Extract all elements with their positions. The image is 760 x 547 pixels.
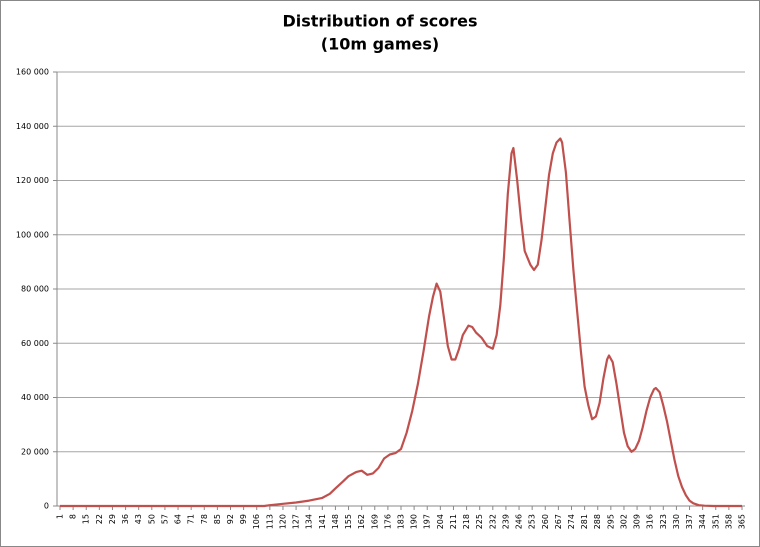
x-tick-label: 281: [580, 514, 589, 529]
x-tick-label: 113: [265, 514, 274, 529]
x-tick-label: 302: [619, 514, 628, 529]
y-tick-label: 80 000: [21, 285, 49, 294]
x-tick-label: 232: [488, 514, 497, 529]
x-tick-label: 225: [475, 514, 484, 529]
x-tick-label: 29: [108, 514, 117, 524]
x-tick-label: 141: [318, 514, 327, 529]
x-tick-label: 295: [606, 514, 615, 529]
x-tick-label: 99: [239, 514, 248, 524]
x-tick-label: 127: [292, 514, 301, 529]
x-tick-label: 218: [462, 514, 471, 529]
y-tick-label: 100 000: [16, 230, 49, 239]
x-tick-label: 204: [436, 514, 445, 529]
x-tick-label: 176: [383, 514, 392, 529]
x-tick-label: 92: [226, 514, 235, 524]
x-tick-label: 106: [252, 514, 261, 529]
x-tick-label: 71: [187, 514, 196, 524]
x-tick-label: 1: [56, 514, 65, 519]
chart-subtitle: (10m games): [321, 35, 439, 54]
x-tick-label: 197: [423, 514, 432, 529]
chart-title: Distribution of scores: [282, 12, 477, 31]
x-tick-label: 239: [501, 514, 510, 529]
x-tick-label: 8: [69, 514, 78, 519]
x-tick-label: 169: [370, 514, 379, 529]
x-tick-label: 344: [698, 514, 707, 529]
x-tick-label: 323: [659, 514, 668, 529]
x-tick-label: 57: [160, 514, 169, 524]
x-tick-label: 246: [515, 514, 524, 529]
x-tick-label: 330: [672, 514, 681, 529]
x-tick-label: 274: [567, 514, 576, 529]
y-tick-label: 40 000: [21, 393, 49, 402]
x-tick-label: 120: [278, 514, 287, 529]
x-tick-label: 22: [95, 514, 104, 524]
x-tick-label: 211: [449, 514, 458, 529]
series-line: [60, 137, 742, 508]
x-tick-label: 43: [134, 514, 143, 524]
x-tick-label: 78: [200, 514, 209, 524]
x-tick-label: 64: [174, 514, 183, 524]
x-tick-label: 351: [711, 514, 720, 529]
x-tick-label: 190: [410, 514, 419, 529]
x-tick-label: 50: [147, 514, 156, 524]
x-tick-label: 316: [646, 514, 655, 529]
x-tick-label: 288: [593, 514, 602, 529]
y-tick-label: 20 000: [21, 447, 49, 456]
y-tick-label: 120 000: [16, 176, 49, 185]
x-tick-label: 365: [738, 514, 747, 529]
x-tick-label: 337: [685, 514, 694, 529]
x-tick-label: 36: [121, 514, 130, 524]
x-tick-label: 85: [213, 514, 222, 524]
x-tick-label: 267: [554, 514, 563, 529]
x-tick-label: 134: [305, 514, 314, 529]
x-tick-label: 162: [357, 514, 366, 529]
y-tick-label: 0: [44, 502, 49, 511]
y-tick-label: 60 000: [21, 339, 49, 348]
y-tick-label: 160 000: [16, 68, 49, 77]
x-tick-label: 148: [331, 514, 340, 529]
x-tick-label: 183: [397, 514, 406, 529]
x-tick-label: 309: [633, 514, 642, 529]
x-tick-label: 358: [724, 514, 733, 529]
y-tick-label: 140 000: [16, 122, 49, 131]
x-tick-label: 155: [344, 514, 353, 529]
x-tick-label: 260: [541, 514, 550, 529]
x-tick-label: 15: [82, 514, 91, 524]
x-tick-label: 253: [528, 514, 537, 529]
